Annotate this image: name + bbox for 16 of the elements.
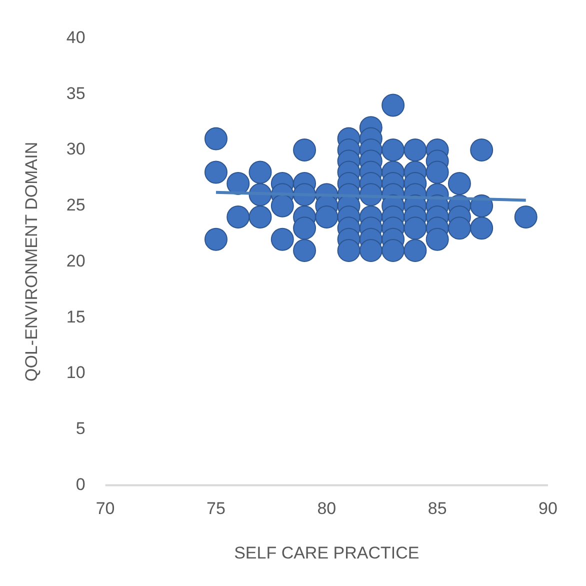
y-tick-label: 35 bbox=[66, 84, 86, 103]
y-axis-title: QOL-ENVIRONMENT DOMAIN bbox=[22, 142, 41, 382]
y-tick-label: 5 bbox=[76, 419, 86, 438]
x-tick-label: 80 bbox=[317, 499, 336, 518]
y-tick-label: 30 bbox=[66, 140, 86, 159]
y-tick-label: 25 bbox=[66, 196, 86, 215]
x-tick-label: 75 bbox=[206, 499, 226, 518]
x-tick-label: 70 bbox=[96, 499, 115, 518]
x-tick-label: 85 bbox=[428, 499, 447, 518]
y-tick-label: 10 bbox=[66, 363, 86, 382]
y-tick-label: 0 bbox=[76, 474, 86, 494]
y-tick-label: 40 bbox=[66, 28, 86, 47]
x-axis-title: SELF CARE PRACTICE bbox=[234, 543, 420, 562]
y-tick-label: 20 bbox=[66, 251, 86, 270]
y-tick-label: 15 bbox=[66, 307, 86, 326]
x-tick-label: 90 bbox=[538, 499, 558, 518]
